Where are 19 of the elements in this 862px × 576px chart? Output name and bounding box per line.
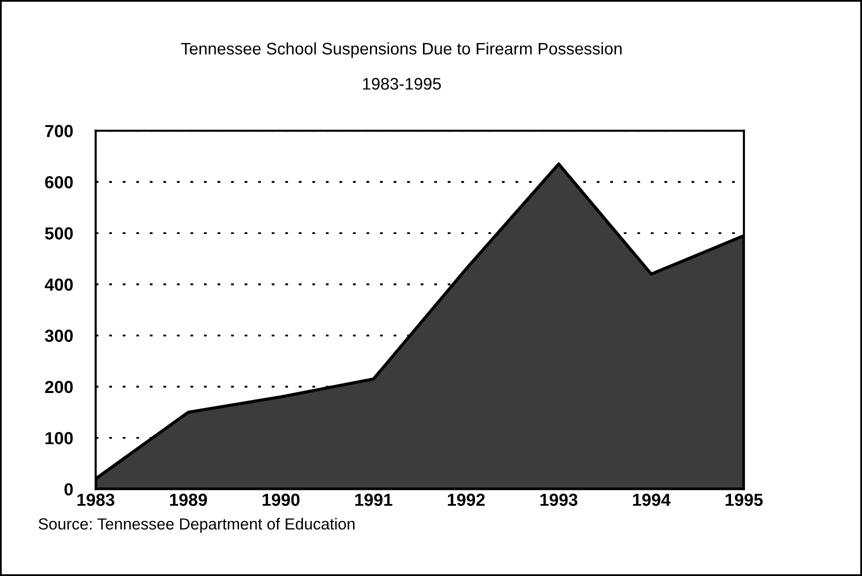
x-tick-label: 1993	[540, 494, 578, 506]
y-tick-label: 100	[46, 432, 73, 444]
y-tick-label: 700	[45, 124, 73, 138]
x-tick-label: 1995	[726, 494, 763, 506]
y-tick-label: 600	[45, 176, 73, 188]
x-tick-label: 1991	[355, 494, 392, 506]
y-tick-label: 400	[44, 278, 73, 291]
chart-title: Tennessee School Suspensions Due to Firearm Possession	[181, 42, 622, 58]
x-tick-label: 1994	[633, 494, 671, 506]
chart-subtitle: 1983-1995	[363, 78, 441, 90]
source-note: Source: Tennessee Department of Education	[38, 518, 354, 533]
y-tick-label: 300	[44, 330, 73, 342]
x-tick-label: 1990	[262, 494, 300, 506]
x-tick-label: 1983	[77, 494, 114, 506]
x-tick-label: 1992	[448, 494, 485, 506]
y-tick-label: 500	[45, 227, 73, 240]
y-tick-label: 0	[64, 483, 73, 496]
y-tick-label: 200	[45, 380, 73, 394]
x-tick-label: 1989	[170, 494, 207, 506]
